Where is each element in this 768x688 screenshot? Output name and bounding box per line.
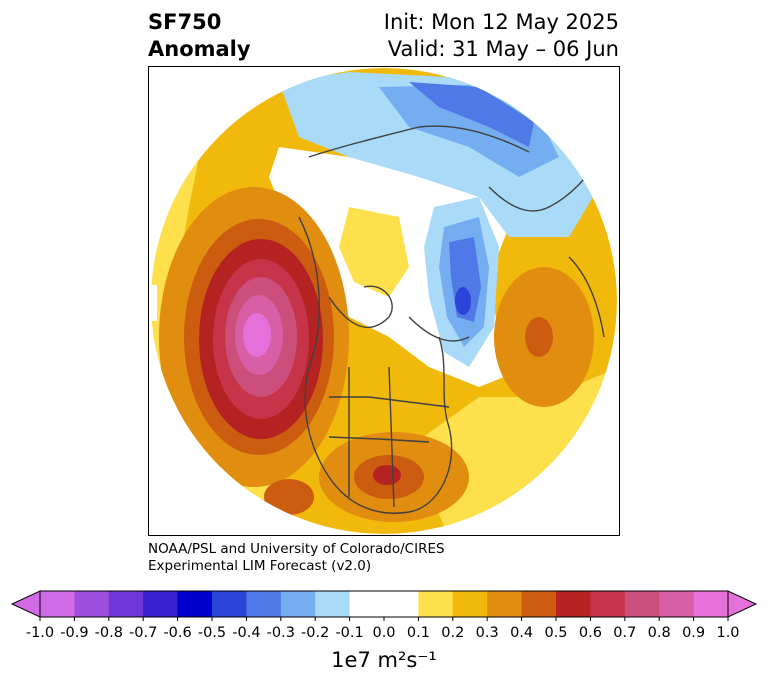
map-canvas [149, 68, 617, 534]
field-arctic-yellow [339, 207, 409, 297]
colorbar-bin [487, 591, 523, 617]
colorbar-tick-label: -0.1 [335, 625, 363, 641]
colorbar-bin [315, 591, 351, 617]
colorbar-bin [177, 591, 213, 617]
colorbar-extend-low [10, 590, 41, 618]
ridge-us-3 [373, 465, 401, 485]
colorbar-tick-label: -0.4 [232, 625, 260, 641]
anomaly-title: Anomaly [148, 37, 251, 61]
colorbar: -1.0 -0.9 -0.8 -0.7 -0.6 -0.5 -0.4 -0.3 -0.2 -0.1… [10, 590, 758, 641]
colorbar-tick-label: -0.6 [163, 625, 191, 641]
colorbar-bin [143, 591, 179, 617]
valid-range: Valid: 31 May – 06 Jun [387, 37, 619, 61]
colorbar-bin [384, 591, 419, 617]
colorbar-tick-label: -0.3 [267, 625, 295, 641]
field-siberia-trough-2 [379, 85, 559, 177]
colorbar-tick-label: 0.0 [372, 625, 395, 641]
colorbar-bin [349, 591, 385, 617]
field-barents-core [455, 287, 471, 315]
colorbar-tick-label: 0.6 [579, 625, 602, 641]
colorbar-tick-label: 0.4 [510, 625, 533, 641]
colorbar-bin [659, 591, 695, 617]
colorbar-tick-label: -0.2 [301, 625, 329, 641]
colorbar-bin [280, 591, 316, 617]
init-date: Init: Mon 12 May 2025 [383, 10, 619, 34]
colorbar-bin [452, 591, 488, 617]
colorbar-tick-label: 1.0 [716, 625, 739, 641]
colorbar-bin [590, 591, 626, 617]
anomaly-map [148, 66, 620, 536]
ridge-sw-us [264, 479, 314, 515]
colorbar-bin [212, 591, 247, 617]
colorbar-tick-label: -0.7 [129, 625, 157, 641]
colorbar-tick-label: 0.9 [682, 625, 705, 641]
ridge-russia-2 [525, 317, 553, 357]
domain-gap [149, 285, 157, 321]
colorbar-bin [556, 591, 591, 617]
variable-title: SF750 [148, 10, 222, 34]
colorbar-tick-label: -0.5 [198, 625, 226, 641]
colorbar-bin [521, 591, 557, 617]
colorbar-bin [40, 591, 75, 617]
colorbar-tick-label: 0.5 [544, 625, 567, 641]
colorbar-bin [624, 591, 660, 617]
colorbar-tick-label: 0.3 [476, 625, 499, 641]
credit-line-1: NOAA/PSL and University of Colorado/CIRE… [148, 541, 445, 557]
colorbar-tick-label: 0.1 [407, 625, 430, 641]
colorbar-unit-label: 1e7 m²s⁻¹ [331, 648, 437, 672]
field-siberia-trough-3 [409, 82, 534, 147]
colorbar-tick-label: -0.8 [95, 625, 123, 641]
colorbar-bin [246, 591, 282, 617]
coastlines [298, 125, 605, 514]
colorbar-extend-high [727, 590, 758, 618]
colorbar-bin [693, 591, 729, 617]
ridge-pacific-7 [243, 313, 271, 357]
colorbar-bin [108, 591, 144, 617]
colorbar-tick-label: 0.7 [613, 625, 636, 641]
colorbar-tick-label: 0.2 [441, 625, 464, 641]
credit-line-2: Experimental LIM Forecast (v2.0) [148, 558, 372, 574]
colorbar-bin [418, 591, 454, 617]
colorbar-tick-label: 0.8 [648, 625, 671, 641]
colorbar-tick-label: -1.0 [26, 625, 54, 641]
colorbar-tick-label: -0.9 [60, 625, 88, 641]
colorbar-bin [74, 591, 110, 617]
